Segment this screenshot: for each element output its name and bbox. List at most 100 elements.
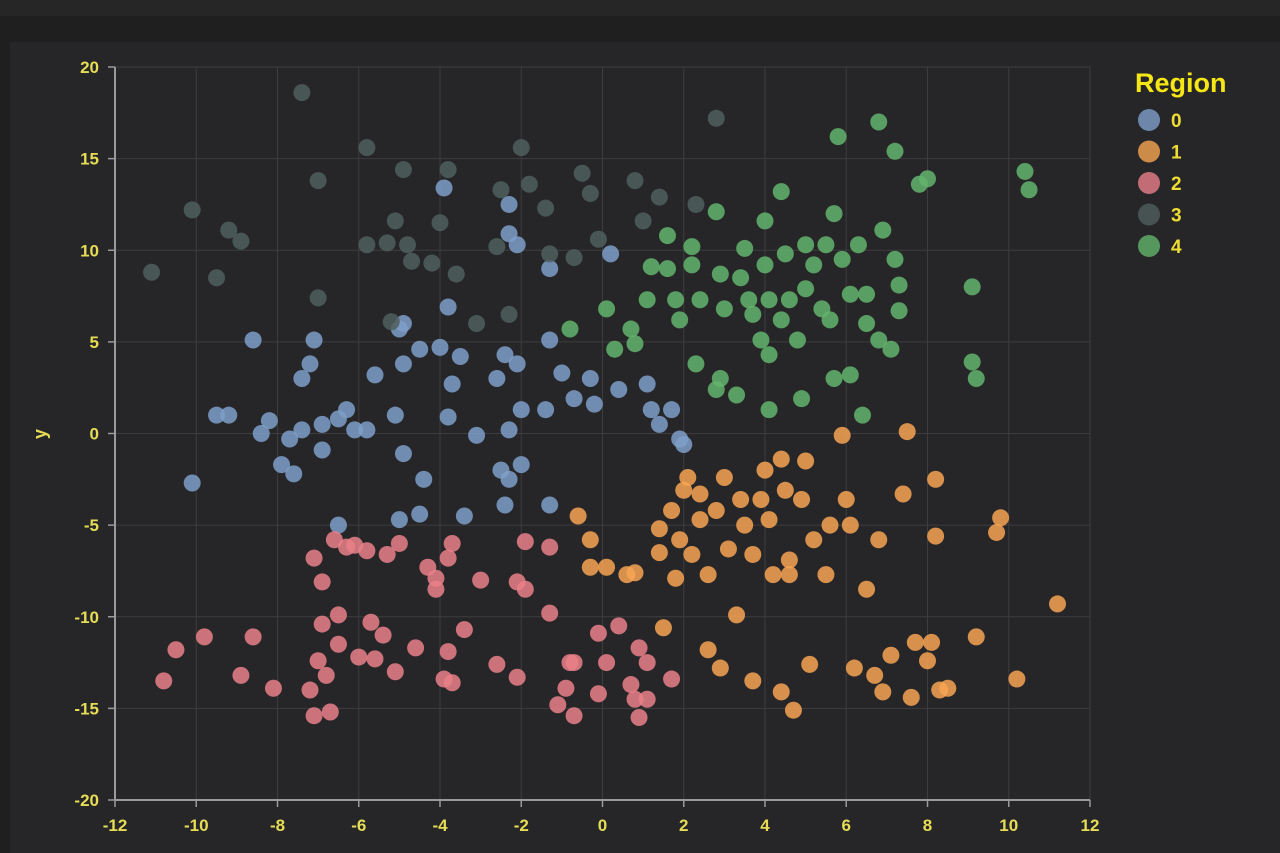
- data-point-region-2: [329, 606, 347, 624]
- y-tick-label: -20: [74, 791, 99, 810]
- data-point-region-2: [638, 690, 656, 708]
- data-point-region-2: [439, 549, 457, 567]
- data-point-region-1: [756, 461, 774, 479]
- data-point-region-1: [780, 551, 798, 569]
- data-point-region-1: [1049, 595, 1066, 613]
- data-point-region-4: [740, 291, 758, 309]
- data-point-region-0: [541, 496, 559, 514]
- data-point-region-0: [496, 346, 514, 364]
- legend-label-4: 4: [1171, 237, 1182, 258]
- data-point-region-1: [581, 558, 599, 576]
- data-point-region-0: [602, 245, 620, 263]
- x-tick-label: 6: [842, 816, 851, 835]
- x-tick-label: 8: [923, 816, 932, 835]
- data-point-region-1: [760, 511, 778, 529]
- data-point-region-4: [642, 258, 660, 276]
- data-point-region-2: [488, 655, 506, 673]
- data-point-region-1: [882, 646, 900, 664]
- data-point-region-0: [541, 331, 559, 349]
- legend: Region 0 1 2 3 4: [1135, 68, 1227, 258]
- data-point-region-0: [650, 415, 668, 433]
- y-tick-label: 0: [90, 425, 99, 444]
- data-point-region-4: [772, 311, 790, 329]
- data-point-region-0: [565, 390, 583, 408]
- data-point-region-1: [679, 468, 697, 486]
- data-point-region-2: [541, 538, 559, 556]
- data-point-region-4: [825, 205, 843, 223]
- data-point-region-3: [492, 181, 510, 199]
- data-point-region-4: [882, 340, 900, 358]
- data-point-region-1: [927, 527, 945, 545]
- data-point-region-3: [431, 214, 449, 232]
- data-point-region-1: [683, 545, 701, 563]
- data-point-region-4: [805, 256, 823, 274]
- data-point-region-0: [553, 364, 571, 382]
- data-point-region-1: [906, 633, 924, 651]
- data-point-region-1: [699, 566, 717, 584]
- data-point-region-1: [650, 544, 668, 562]
- data-point-region-2: [508, 668, 526, 686]
- data-point-region-0: [285, 465, 303, 483]
- legend-swatch-3: [1138, 203, 1160, 226]
- data-point-region-2: [598, 654, 616, 672]
- data-point-region-4: [817, 236, 835, 254]
- y-tick-label: -10: [74, 608, 99, 627]
- data-point-region-1: [598, 558, 616, 576]
- data-point-region-1: [626, 564, 644, 582]
- data-point-region-2: [374, 626, 392, 644]
- data-point-region-4: [683, 256, 701, 274]
- data-point-region-1: [841, 516, 859, 534]
- data-point-region-0: [638, 375, 656, 393]
- data-point-region-3: [541, 245, 559, 263]
- data-point-region-2: [589, 624, 607, 642]
- data-point-region-3: [468, 315, 486, 333]
- x-tick-label: -4: [432, 816, 448, 835]
- data-point-region-2: [549, 696, 567, 714]
- data-point-region-1: [898, 423, 916, 441]
- data-point-region-0: [411, 505, 429, 523]
- data-point-region-4: [841, 366, 859, 384]
- data-point-region-2: [565, 654, 583, 672]
- data-point-region-1: [967, 628, 985, 646]
- data-point-region-3: [537, 199, 555, 217]
- data-point-region-0: [252, 425, 270, 442]
- data-point-region-4: [967, 370, 985, 388]
- data-point-region-4: [821, 311, 839, 329]
- data-point-region-1: [817, 566, 835, 584]
- data-point-region-4: [671, 311, 689, 329]
- data-point-region-2: [630, 709, 648, 727]
- data-point-region-2: [317, 666, 335, 684]
- data-point-region-1: [744, 545, 762, 563]
- data-point-region-4: [919, 170, 936, 188]
- data-point-region-4: [841, 285, 859, 303]
- data-point-region-1: [776, 481, 794, 499]
- data-point-region-2: [439, 643, 457, 661]
- data-point-region-1: [837, 490, 855, 508]
- data-point-region-4: [752, 331, 770, 349]
- data-point-region-0: [281, 430, 299, 448]
- data-point-region-4: [1020, 181, 1038, 199]
- data-point-region-3: [358, 139, 376, 157]
- data-point-region-3: [386, 212, 404, 230]
- data-point-region-4: [760, 346, 778, 364]
- data-point-region-4: [760, 401, 778, 419]
- data-point-region-2: [321, 703, 339, 721]
- data-point-region-4: [886, 142, 904, 160]
- data-point-region-0: [642, 401, 660, 419]
- y-tick-label: -15: [74, 699, 99, 718]
- data-point-region-3: [394, 161, 412, 179]
- data-point-region-4: [687, 355, 705, 373]
- data-point-region-2: [155, 672, 173, 690]
- data-point-region-4: [858, 285, 876, 303]
- data-point-region-4: [963, 353, 981, 371]
- data-point-region-0: [305, 331, 323, 349]
- legend-swatch-0: [1138, 109, 1160, 131]
- data-point-region-1: [780, 566, 798, 584]
- legend-swatch-2: [1138, 172, 1160, 194]
- data-point-region-2: [358, 542, 376, 560]
- data-point-region-1: [707, 501, 725, 519]
- legend-label-3: 3: [1171, 206, 1182, 227]
- data-point-region-4: [890, 276, 908, 294]
- data-point-region-4: [858, 315, 876, 333]
- data-point-region-2: [313, 615, 331, 633]
